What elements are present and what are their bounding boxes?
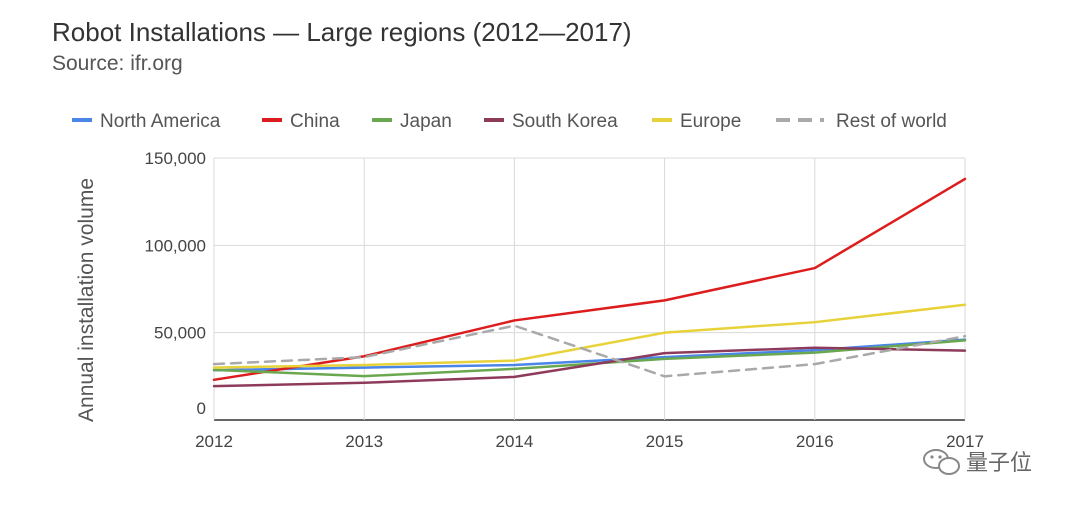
legend-label: China [290,111,340,132]
legend-label: Rest of world [836,111,947,132]
legend: North America China Japan South Korea Europe… [72,111,947,132]
legend-label: Japan [400,111,452,132]
legend-label: South Korea [512,111,618,132]
grid [213,157,966,421]
x-tick-label: 2017 [946,432,984,451]
watermark-text: 量子位 [966,450,1032,475]
legend-item: Rest of world [776,111,947,132]
chart-subtitle: Source: ifr.org [52,52,183,75]
legend-item: Japan [372,111,452,132]
legend-item: Europe [652,111,741,132]
series-lines [212,177,967,388]
series-line [212,303,967,369]
x-axis-ticks: 2012 2013 2014 2015 2016 2017 [195,432,984,451]
legend-label: Europe [680,111,741,132]
x-tick-label: 2015 [646,432,684,451]
legend-item: South Korea [484,111,618,132]
wechat-icon [923,449,960,475]
series-line [212,324,967,378]
series-line [212,177,967,382]
chart-title: Robot Installations — Large regions (201… [52,17,632,47]
watermark: 量子位 [923,449,1032,475]
y-tick-label: 0 [197,399,206,418]
y-tick-label: 100,000 [145,236,206,255]
y-tick-label: 150,000 [145,149,206,168]
series-line [212,346,967,388]
x-tick-label: 2013 [345,432,383,451]
y-tick-label: 50,000 [154,324,206,343]
x-tick-label: 2012 [195,432,233,451]
x-tick-label: 2016 [796,432,834,451]
x-tick-label: 2014 [495,432,533,451]
y-axis-ticks: 0 50,000 100,000 150,000 [145,149,206,418]
legend-label: North America [100,111,221,132]
legend-item: China [262,111,340,132]
y-axis-label: Annual installation volume [75,178,98,422]
legend-item: North America [72,111,221,132]
